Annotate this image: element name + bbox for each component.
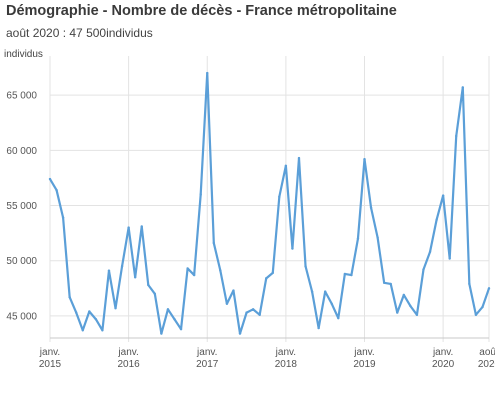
data-point [376, 236, 379, 239]
chart-title: Démographie - Nombre de décès - France m… [6, 3, 397, 19]
data-point [278, 195, 281, 198]
data-point [271, 271, 274, 275]
data-point [317, 326, 320, 330]
data-point [310, 290, 314, 293]
data-point [179, 327, 183, 331]
data-point [186, 267, 189, 270]
data-point [238, 332, 242, 335]
data-point [153, 292, 157, 296]
chart-subtitle: août 2020 : 47 500individus [6, 26, 153, 40]
data-point [396, 311, 399, 314]
data-point [448, 257, 451, 260]
data-point [337, 316, 340, 320]
data-point [343, 272, 347, 276]
x-tick-label-year: 2017 [196, 359, 219, 370]
data-point [101, 329, 104, 332]
data-point [389, 282, 392, 286]
data-point [206, 71, 209, 75]
data-point [435, 218, 438, 222]
data-point [356, 237, 360, 240]
x-tick-label-year: 2020 [478, 359, 495, 370]
data-point [350, 273, 353, 277]
data-point [251, 308, 255, 311]
grid-layer [49, 56, 490, 342]
data-point [160, 332, 163, 335]
data-point [468, 282, 471, 286]
data-point [140, 225, 143, 228]
data-point [330, 302, 333, 305]
data-point [284, 164, 288, 167]
data-point [487, 287, 491, 290]
data-point [382, 281, 386, 284]
data-point [120, 265, 124, 268]
data-point [81, 329, 84, 332]
data-point [88, 310, 91, 313]
data-point [428, 250, 432, 254]
data-point [265, 277, 268, 280]
data-point [474, 313, 478, 317]
data-point [133, 276, 137, 279]
data-point [173, 318, 176, 321]
y-tick-label: 55 000 [6, 201, 37, 212]
data-point [441, 194, 445, 197]
data-point [258, 313, 261, 317]
data-point [212, 241, 216, 245]
data-point [75, 311, 78, 314]
x-tick-label-year: 2018 [275, 359, 298, 370]
x-tick-label-year: 2015 [39, 359, 62, 370]
data-point [455, 134, 458, 138]
data-point [199, 193, 202, 196]
data-point [94, 318, 98, 321]
x-tick-label-month: janv. [117, 347, 138, 358]
x-tick-label-year: 2019 [353, 359, 376, 370]
x-tick-label-year: 2016 [118, 359, 141, 370]
data-point [304, 265, 307, 268]
data-point [481, 305, 484, 309]
data-point [114, 306, 117, 310]
data-point [48, 177, 52, 181]
y-tick-label: 65 000 [6, 91, 37, 102]
y-tick-label: 50 000 [6, 256, 37, 267]
data-point [363, 157, 366, 161]
data-point [166, 308, 170, 311]
data-point [291, 247, 294, 250]
data-point [147, 283, 150, 287]
data-point [225, 302, 229, 305]
x-tick-label-month: janv. [353, 347, 374, 358]
data-point [461, 86, 464, 89]
data-point [297, 156, 301, 160]
x-tick-label-month: janv. [196, 347, 217, 358]
x-tick-label-month: janv. [432, 347, 453, 358]
y-tick-label: 45 000 [6, 311, 37, 322]
data-point [55, 188, 58, 192]
series-line [48, 71, 491, 335]
data-point [402, 293, 406, 297]
data-point [245, 311, 248, 314]
data-point [323, 290, 327, 293]
data-point [107, 269, 111, 272]
data-point [409, 304, 412, 308]
y-tick-label: 60 000 [6, 146, 37, 157]
data-point [232, 289, 235, 292]
data-point [192, 273, 196, 277]
data-point [219, 269, 222, 272]
data-point [415, 313, 419, 317]
data-point [68, 295, 71, 299]
x-tick-label-month: janv. [275, 347, 296, 358]
data-point [369, 206, 373, 209]
x-tick-label-month: janv. [39, 347, 60, 358]
series-layer [48, 71, 491, 335]
data-point [422, 268, 425, 271]
data-point [127, 226, 130, 229]
y-axis-unit-label: individus [4, 49, 43, 60]
x-tick-label-month: août [479, 347, 495, 358]
data-point [61, 216, 65, 219]
x-tick-label-year: 2020 [432, 359, 455, 370]
